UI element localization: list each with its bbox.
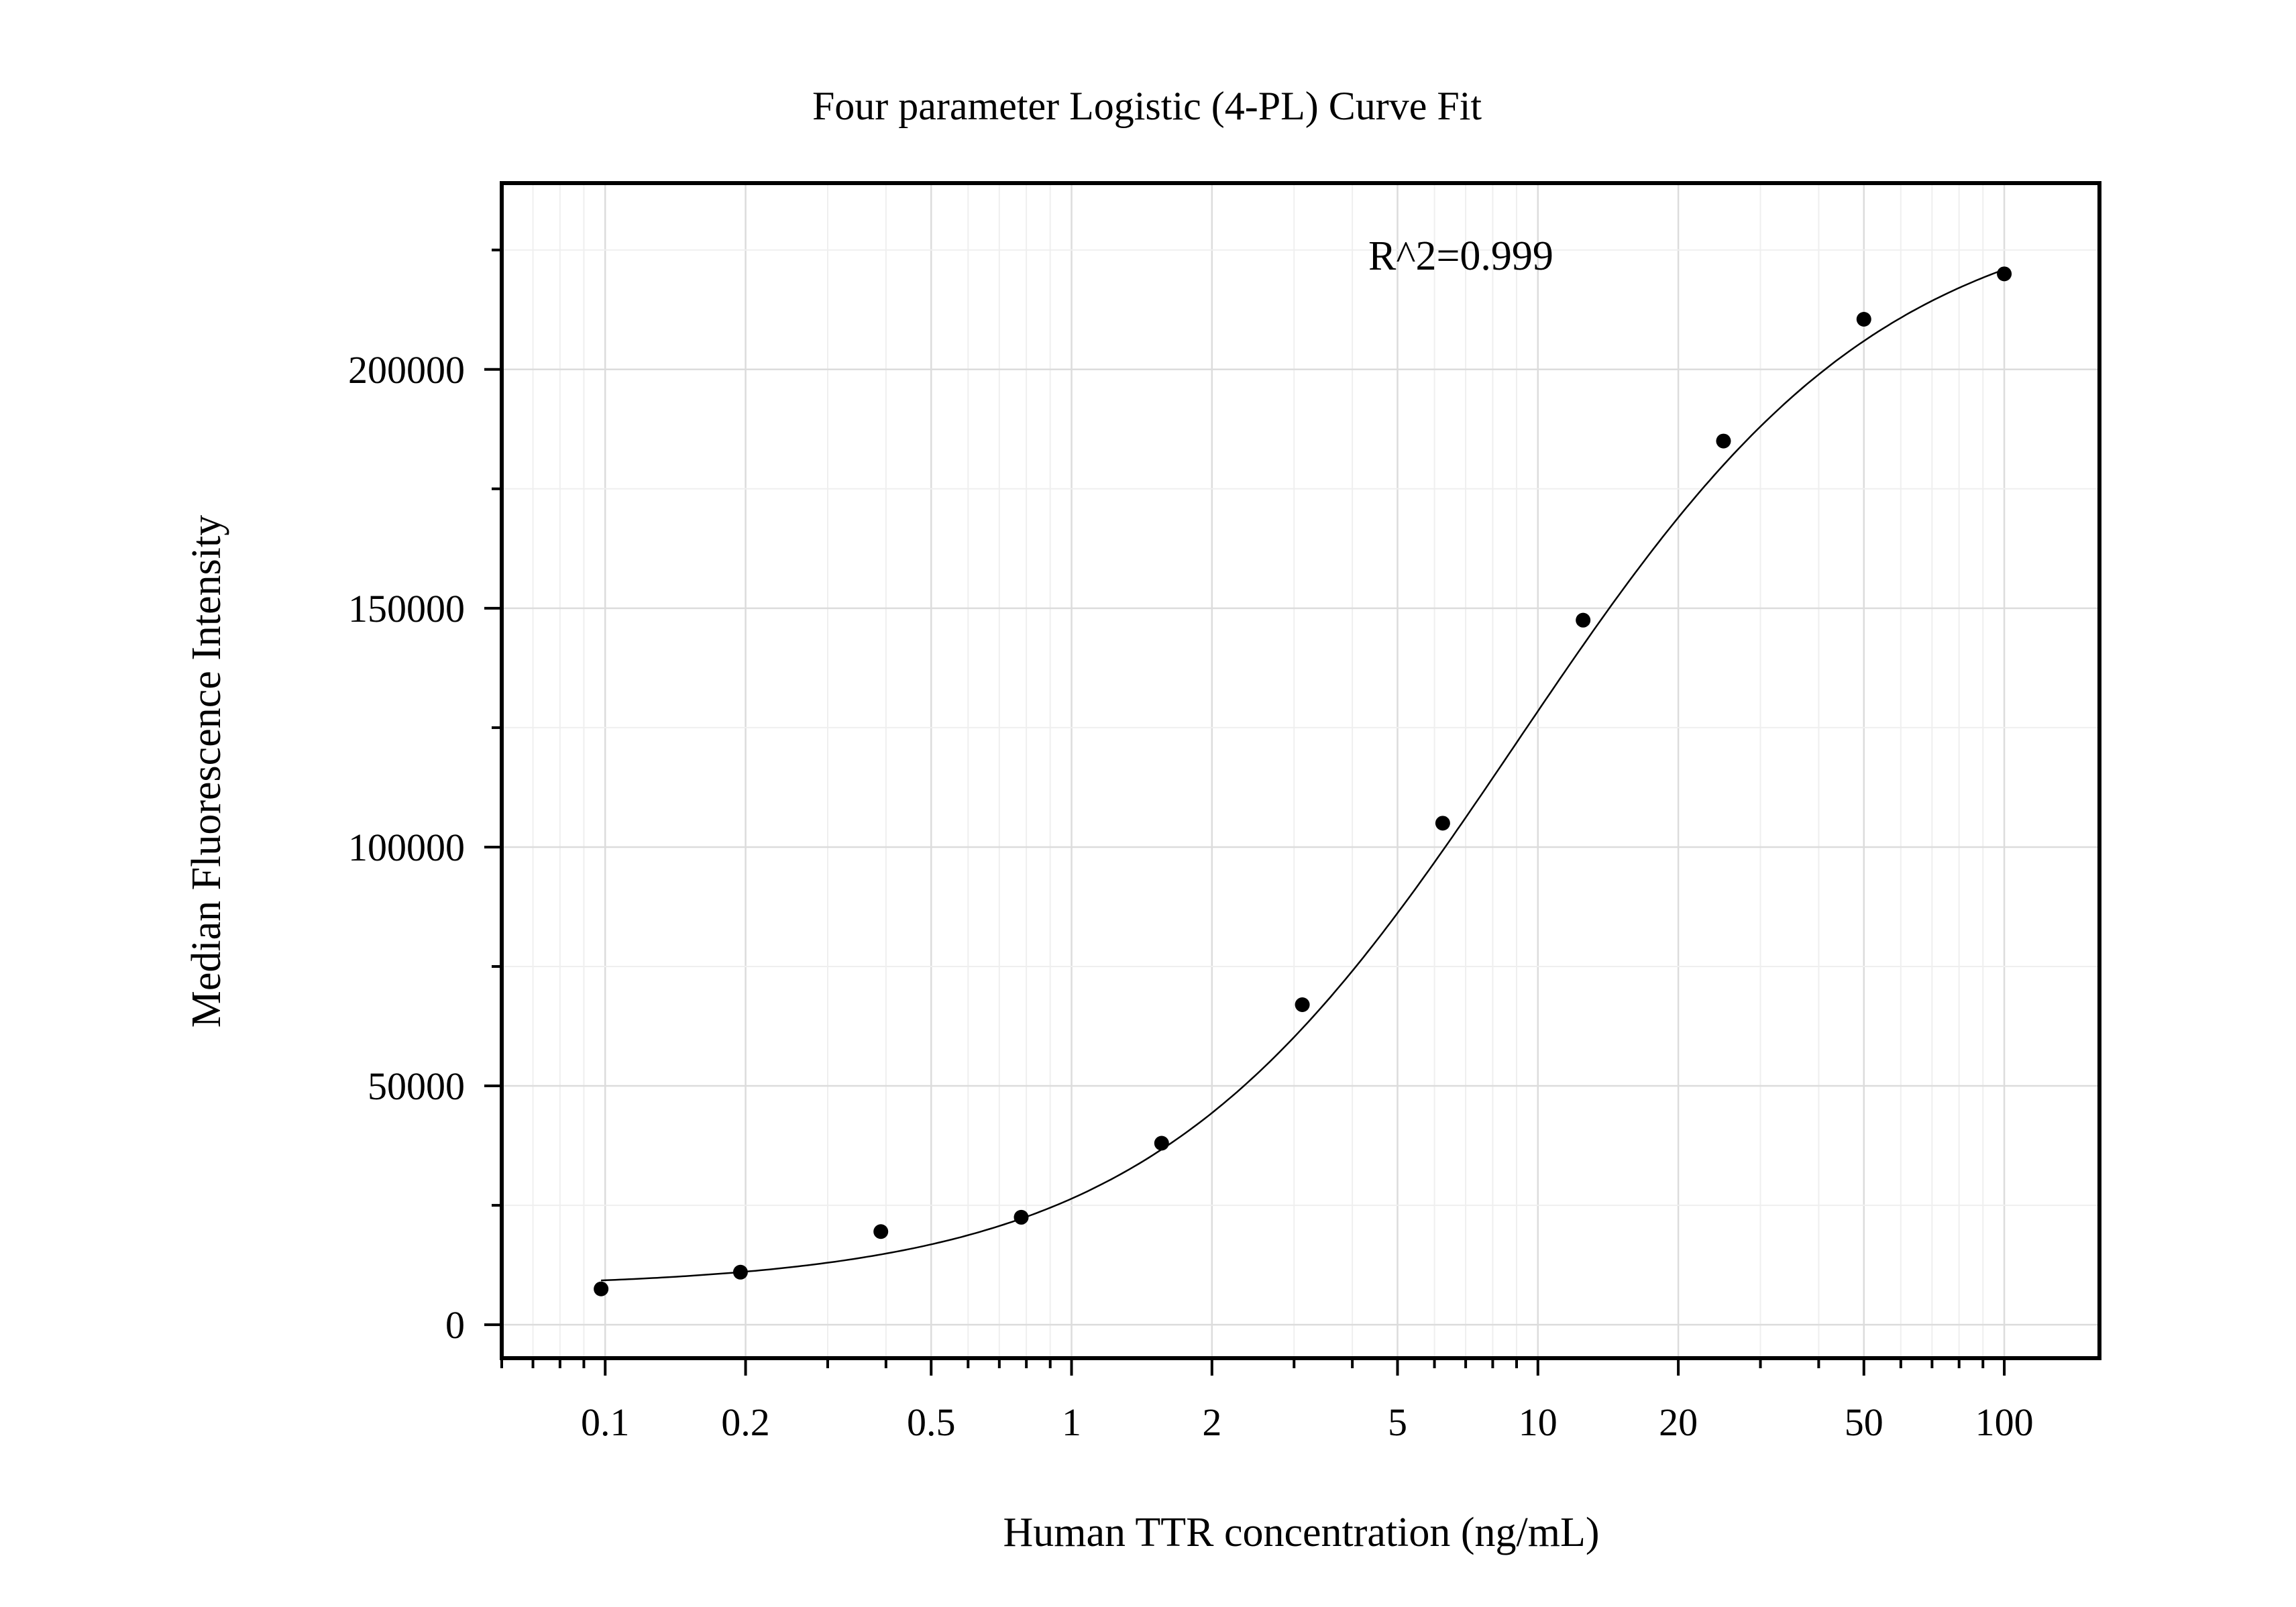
data-point: [1014, 1209, 1029, 1225]
data-point: [594, 1281, 609, 1296]
x-tick-label: 20: [1659, 1400, 1698, 1444]
x-tick-label: 2: [1202, 1400, 1221, 1444]
data-point: [1435, 816, 1450, 831]
y-tick-label: 200000: [348, 348, 465, 392]
y-tick-label: 50000: [368, 1064, 465, 1108]
x-tick-label: 1: [1062, 1400, 1081, 1444]
x-axis-label: Human TTR concentration (ng/mL): [1003, 1510, 1599, 1555]
data-point: [1576, 612, 1591, 628]
data-point: [1154, 1135, 1169, 1151]
x-tick-label: 50: [1845, 1400, 1883, 1444]
fit-curve-layer: [601, 268, 2005, 1282]
plot-frame: [500, 181, 2101, 1360]
x-tick-label: 100: [1975, 1400, 2034, 1444]
data-point: [1295, 997, 1310, 1012]
data-point: [732, 1264, 748, 1280]
data-point: [1716, 433, 1731, 449]
r-squared-annotation: R^2=0.999: [1368, 233, 1553, 279]
y-tick-label: 100000: [348, 826, 465, 869]
x-tick-label: 5: [1388, 1400, 1407, 1444]
axis-ticks: [484, 248, 2006, 1376]
x-tick-label: 0.2: [721, 1400, 770, 1444]
fit-curve: [601, 268, 2005, 1282]
y-axis-label: Median Fluorescence Intensity: [184, 515, 229, 1028]
chart-title: Four parameter Logistic (4-PL) Curve Fit: [812, 84, 1482, 128]
x-tick-label: 10: [1519, 1400, 1557, 1444]
data-point: [1856, 311, 1871, 327]
data-points: [594, 266, 2012, 1296]
grid: [501, 183, 2099, 1358]
y-tick-label: 150000: [348, 587, 465, 630]
x-tick-labels: 0.1 0.2 0.5 1 2 5 10 20 50 100: [581, 1400, 2034, 1444]
y-tick-label: 0: [445, 1303, 465, 1347]
x-tick-label: 0.1: [581, 1400, 630, 1444]
y-tick-labels: 0 50000 100000 150000 200000: [348, 348, 465, 1347]
data-point: [873, 1224, 889, 1239]
x-tick-label: 0.5: [907, 1400, 956, 1444]
data-point: [1997, 266, 2012, 282]
